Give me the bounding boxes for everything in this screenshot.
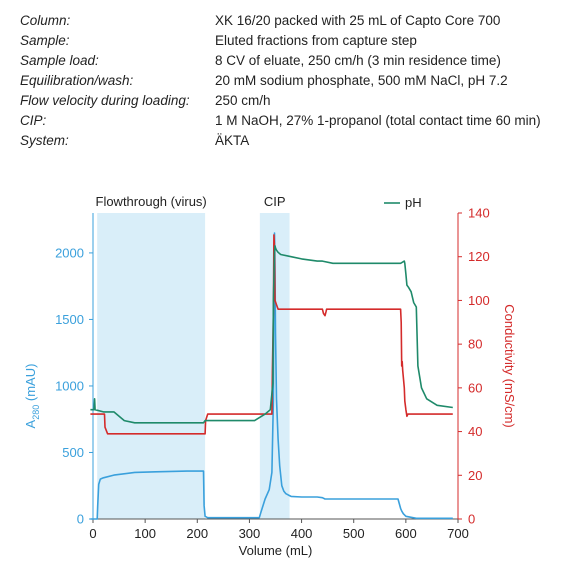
parameter-row: Sample load: 8 CV of eluate, 250 cm/h (3 … bbox=[20, 51, 568, 71]
x-tick-label: 100 bbox=[134, 526, 156, 541]
parameter-table: Column: XK 16/20 packed with 25 mL of Cap… bbox=[20, 11, 568, 151]
y-left-tick-label: 1500 bbox=[55, 312, 84, 327]
parameter-row: System: ÄKTA bbox=[20, 131, 568, 151]
parameter-value: 250 cm/h bbox=[215, 93, 271, 108]
parameter-row: Flow velocity during loading: 250 cm/h bbox=[20, 91, 568, 111]
y-right-tick-label: 60 bbox=[468, 380, 482, 395]
parameter-value: 20 mM sodium phosphate, 500 mM NaCl, pH … bbox=[215, 73, 508, 88]
y-right-tick-label: 140 bbox=[468, 206, 490, 221]
y-left-title-unit: (mAU) bbox=[23, 364, 38, 405]
x-tick-label: 400 bbox=[291, 526, 313, 541]
y-right-tick-label: 120 bbox=[468, 249, 490, 264]
parameter-value: XK 16/20 packed with 25 mL of Capto Core… bbox=[215, 13, 501, 28]
parameter-row: Sample: Eluted fractions from capture ste… bbox=[20, 31, 568, 51]
x-tick-label: 200 bbox=[186, 526, 208, 541]
parameter-value: 1 M NaOH, 27% 1-propanol (total contact … bbox=[215, 113, 541, 128]
parameter-label: Column: bbox=[20, 13, 71, 28]
x-tick-label: 500 bbox=[343, 526, 365, 541]
x-tick-label: 300 bbox=[239, 526, 261, 541]
parameter-row: Equilibration/wash: 20 mM sodium phosphat… bbox=[20, 71, 568, 91]
x-tick-label: 600 bbox=[395, 526, 417, 541]
x-tick-label: 700 bbox=[447, 526, 469, 541]
parameter-label: Sample: bbox=[20, 33, 70, 48]
y-right-tick-label: 40 bbox=[468, 424, 482, 439]
y-left-tick-label: 1000 bbox=[55, 378, 84, 393]
parameter-label: System: bbox=[20, 133, 69, 148]
y-left-tick-label: 0 bbox=[77, 512, 84, 527]
y-left-title-sub: 280 bbox=[31, 405, 41, 420]
parameter-value: Eluted fractions from capture step bbox=[215, 33, 417, 48]
x-tick-label: 0 bbox=[89, 526, 96, 541]
y-right-tick-label: 100 bbox=[468, 293, 490, 308]
parameter-label: Equilibration/wash: bbox=[20, 73, 134, 88]
shaded-region bbox=[97, 213, 206, 519]
y-left-tick-label: 2000 bbox=[55, 245, 84, 260]
y-left-tick-label: 500 bbox=[62, 445, 84, 460]
ph-series-line bbox=[90, 245, 453, 424]
y-right-tick-label: 0 bbox=[468, 512, 475, 527]
y-left-axis-title: A280 (mAU) bbox=[23, 364, 41, 429]
parameter-row: Column: XK 16/20 packed with 25 mL of Cap… bbox=[20, 11, 568, 31]
region-label: Flowthrough (virus) bbox=[96, 194, 207, 209]
y-right-axis-title: Conductivity (mS/cm) bbox=[502, 304, 517, 428]
y-left-title-main: A bbox=[23, 419, 38, 428]
x-axis-title: Volume (mL) bbox=[239, 543, 313, 558]
parameter-label: Sample load: bbox=[20, 53, 99, 68]
parameter-value: ÄKTA bbox=[215, 133, 250, 148]
parameter-value: 8 CV of eluate, 250 cm/h (3 min residenc… bbox=[215, 53, 501, 68]
legend-ph-label: pH bbox=[405, 195, 422, 210]
y-right-tick-label: 80 bbox=[468, 337, 482, 352]
parameter-row: CIP: 1 M NaOH, 27% 1-propanol (total cont… bbox=[20, 111, 568, 131]
region-label: CIP bbox=[264, 194, 286, 209]
y-right-tick-label: 20 bbox=[468, 468, 482, 483]
parameter-label: CIP: bbox=[20, 113, 47, 128]
parameter-label: Flow velocity during loading: bbox=[20, 93, 190, 108]
conductivity-series-line bbox=[90, 234, 453, 435]
